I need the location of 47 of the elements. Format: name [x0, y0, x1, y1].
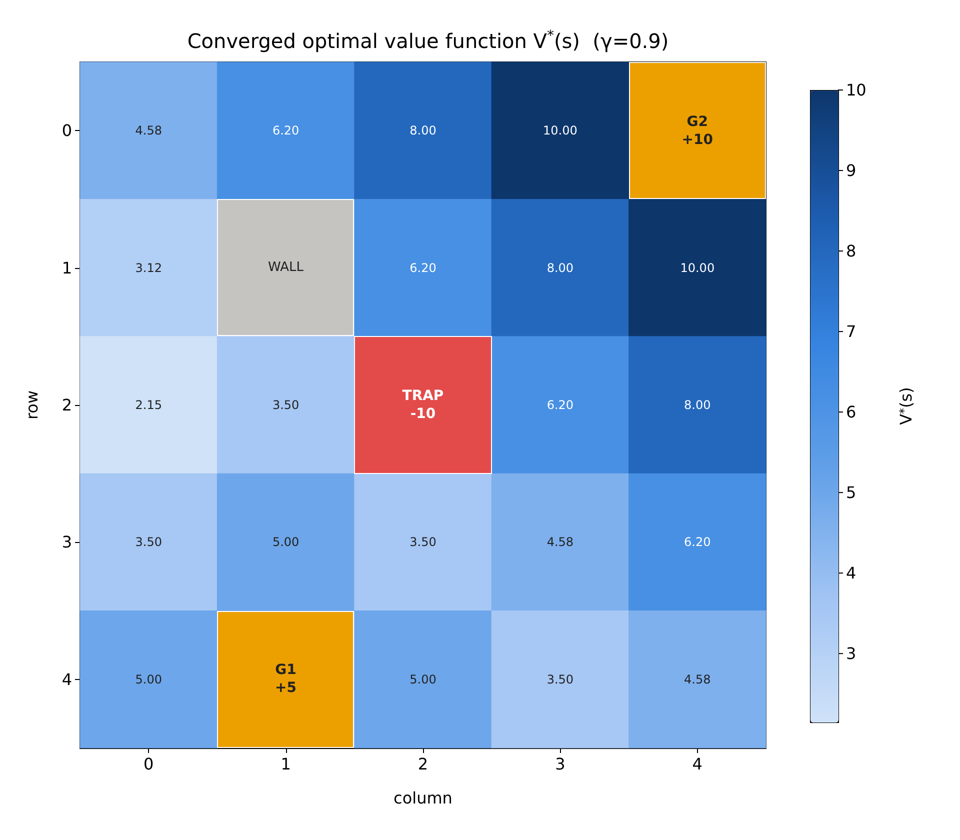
data-label: 6.20 [410, 260, 436, 275]
data-label: 6.20 [272, 124, 300, 138]
data-label: 2.15 [135, 398, 162, 412]
x-tick-label: 0 [144, 754, 154, 774]
labelled-tile: G1 +5 [217, 610, 354, 748]
color-bar-title: V*(s) [896, 387, 916, 425]
chart-title: Converged optimal value function V*(s) (γ=0.9) [187, 28, 669, 53]
data-label: 3.50 [546, 672, 574, 686]
data-label: 3.12 [135, 260, 162, 275]
labelled-tile: TRAP -10 [354, 336, 492, 474]
labelled-tile: G2 +10 [628, 62, 766, 200]
data-label: 3.50 [272, 398, 300, 412]
x-tick-label: 4 [692, 754, 702, 774]
color-bar-label: 8 [846, 242, 856, 261]
y-tick-label: 3 [62, 532, 72, 552]
x-tick-label: 2 [418, 754, 428, 774]
data-label: 6.20 [546, 398, 574, 412]
color-bar-label: 7 [846, 322, 856, 342]
x-axis-title: column [394, 788, 452, 808]
data-label: 3.50 [410, 535, 436, 550]
y-axis-title: row [22, 390, 42, 420]
x-tick-label: 1 [280, 754, 291, 774]
color-bar-label: 5 [846, 483, 856, 502]
data-label: 4.58 [135, 124, 162, 138]
data-label: 3.50 [135, 535, 162, 550]
data-label: 10.00 [543, 124, 578, 138]
y-tick-label: 2 [62, 396, 72, 414]
data-label: 5.00 [135, 672, 162, 686]
y-tick-label: 0 [62, 121, 72, 140]
data-label: 4.58 [546, 535, 574, 550]
data-label: 5.00 [272, 535, 300, 550]
labelled-tile: WALL [217, 199, 354, 336]
color-bar-label: 10 [846, 80, 866, 100]
data-label: 8.00 [410, 124, 436, 138]
data-label: 10.00 [680, 260, 715, 275]
data-label: 8.00 [684, 398, 711, 412]
y-tick-label: 1 [62, 258, 72, 278]
data-label: 8.00 [546, 260, 574, 275]
color-bar-label: 4 [846, 564, 856, 583]
data-label: 4.58 [684, 672, 711, 686]
color-bar-label: 9 [846, 161, 856, 180]
color-bar-label: 6 [846, 402, 856, 422]
data-label: 5.00 [410, 672, 436, 686]
x-tick-label: 3 [555, 754, 566, 774]
color-bar-label: 3 [846, 644, 856, 664]
data-label: 6.20 [684, 535, 711, 550]
y-tick-label: 4 [62, 670, 72, 689]
